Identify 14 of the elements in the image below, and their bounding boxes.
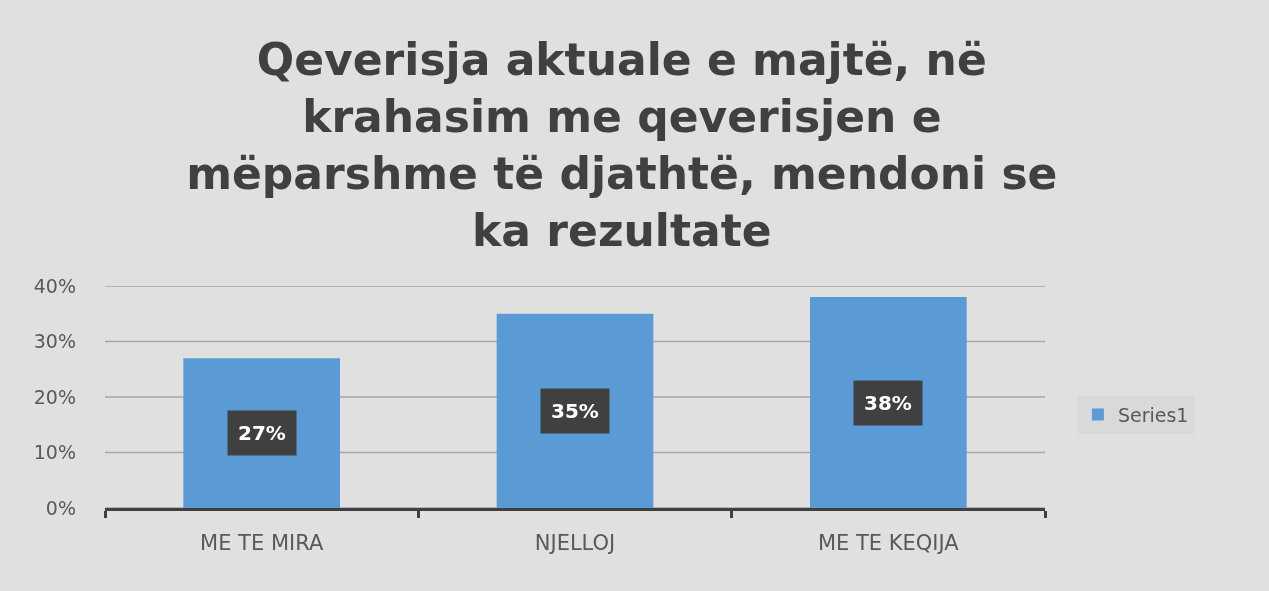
data-label: 35% <box>551 399 599 423</box>
data-label: 27% <box>238 421 286 445</box>
y-tick-label: 0% <box>45 496 76 519</box>
x-tick-label: NJELLOJ <box>534 531 616 556</box>
data-label: 38% <box>864 391 912 415</box>
y-tick-label: 20% <box>33 385 76 408</box>
x-tick-label: ME TE MIRA <box>200 531 324 556</box>
legend-label: Series1 <box>1117 404 1189 427</box>
y-tick-label: 10% <box>33 441 76 464</box>
y-tick-label: 40% <box>33 274 76 297</box>
bar <box>810 297 967 508</box>
chart-title: Qeverisja aktuale e majtë, në krahasim me qeverisjen e mëparshme të djathtë, mendoni se ka rezultate <box>186 33 1058 257</box>
y-tick-label: 30% <box>33 330 76 353</box>
x-tick-label: ME TE KEQIJA <box>817 531 960 556</box>
